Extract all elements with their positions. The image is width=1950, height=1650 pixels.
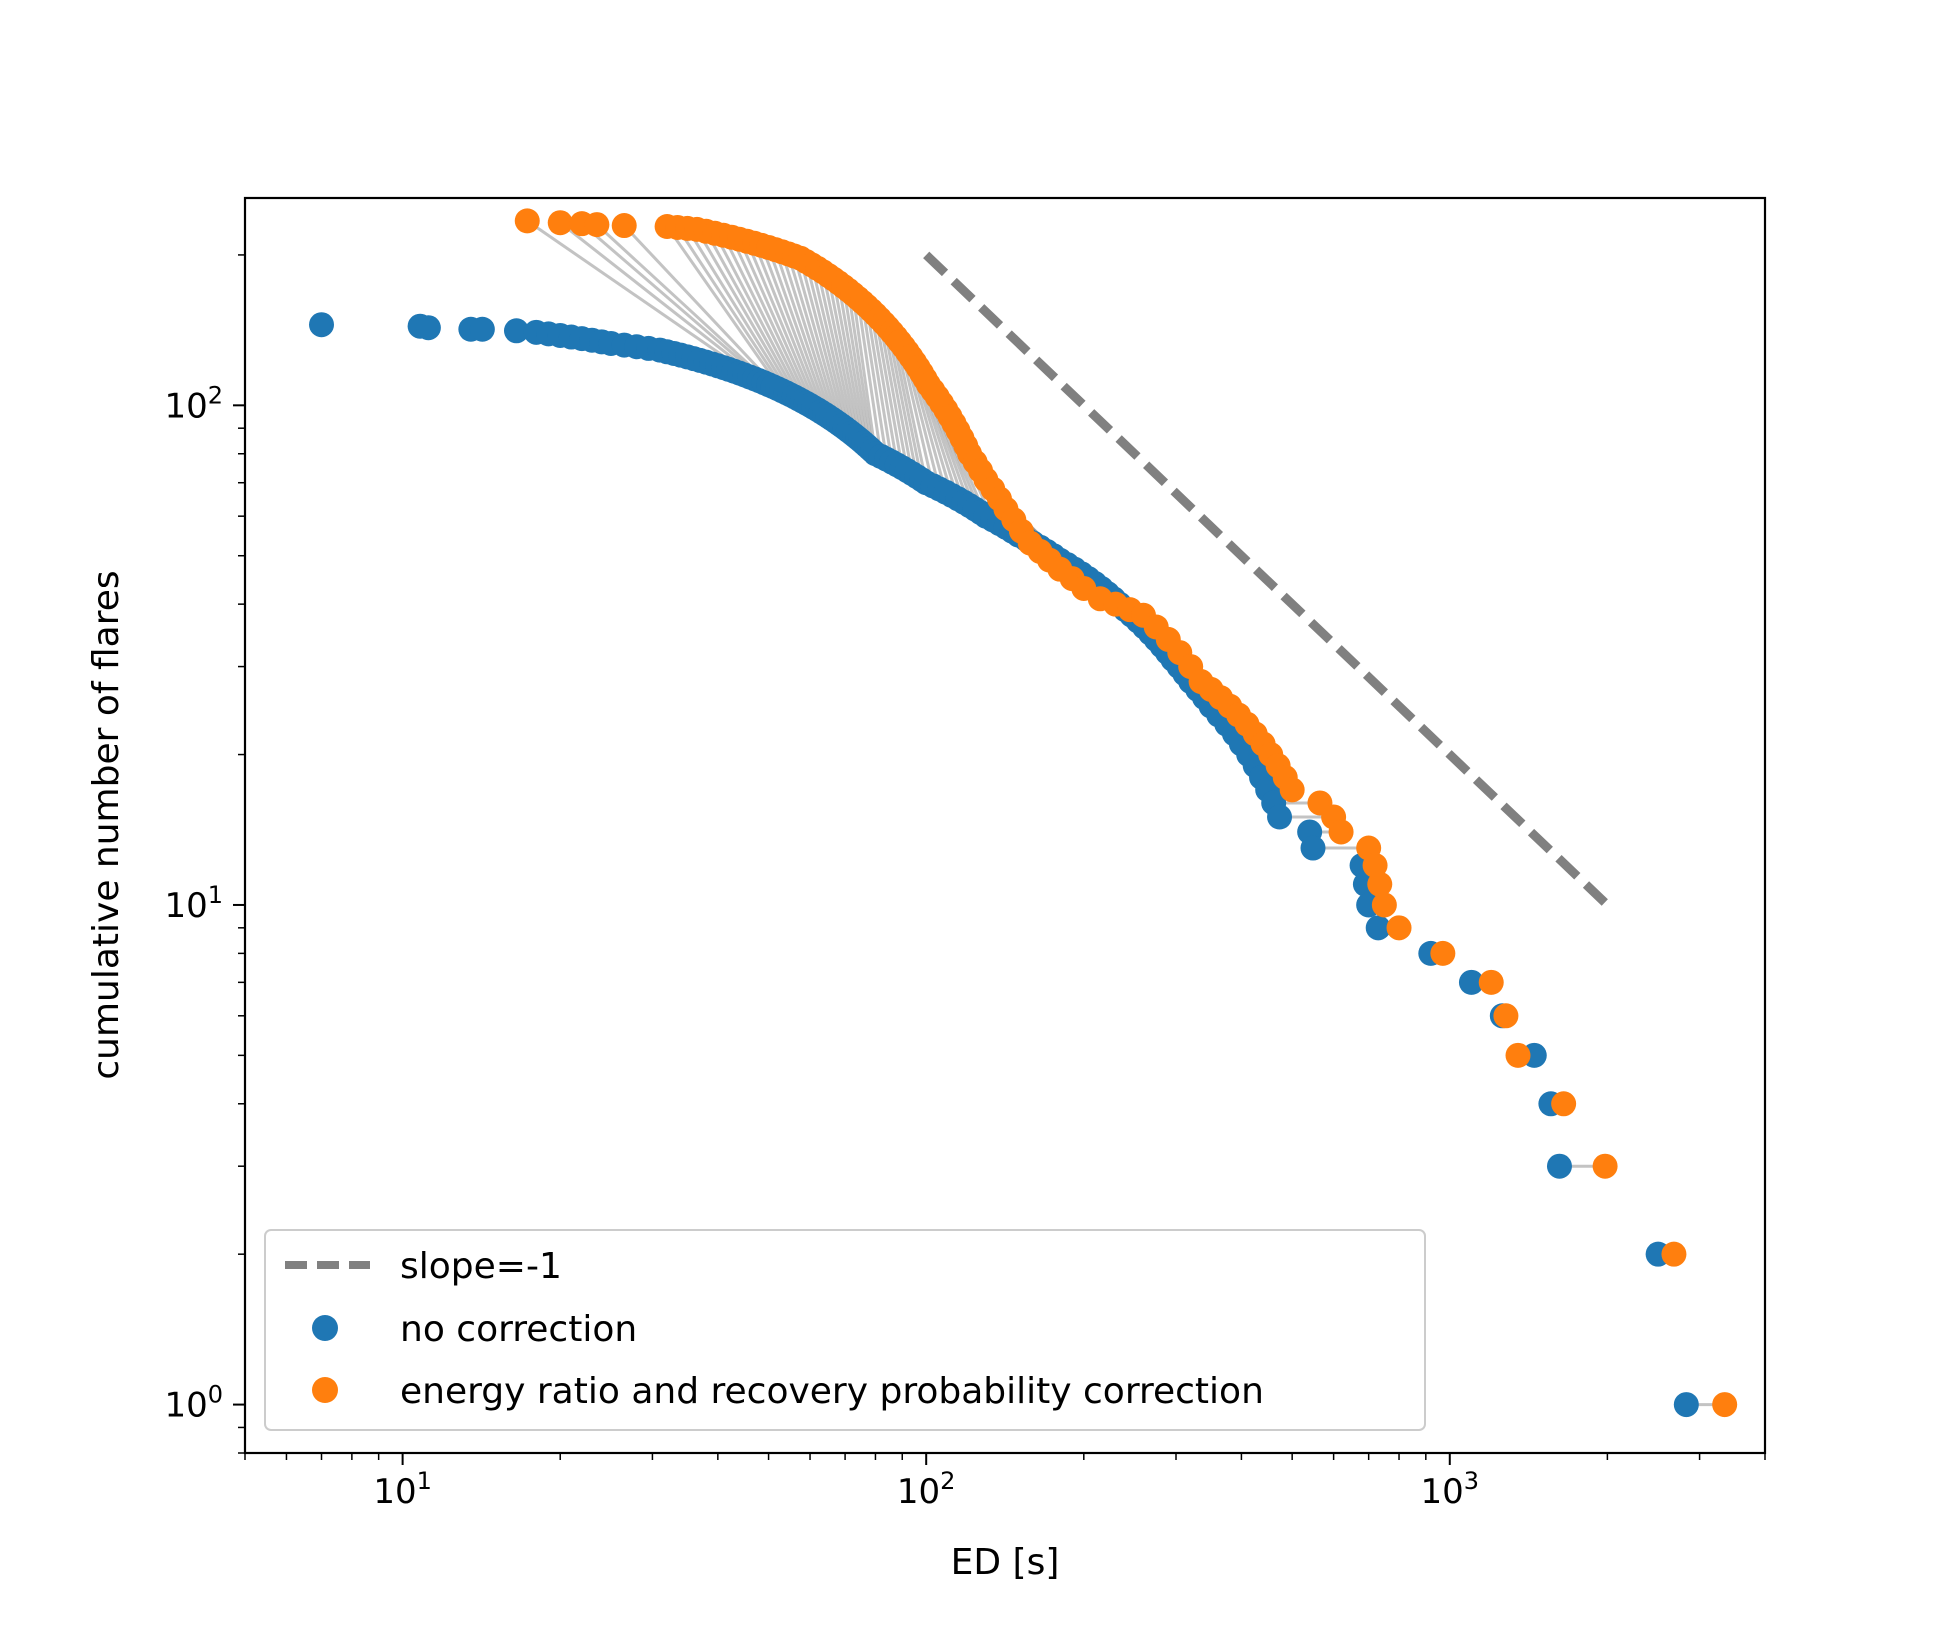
data-point: [1386, 915, 1412, 941]
series-1: [514, 208, 1738, 1418]
connector-line: [786, 253, 840, 424]
connector-line: [753, 242, 823, 413]
connector-line: [865, 305, 894, 463]
data-point: [503, 318, 529, 344]
data-point: [1279, 777, 1305, 803]
connector-line: [821, 271, 860, 439]
series-layer: [309, 208, 1738, 1418]
connector-line: [713, 232, 804, 402]
plot-frame: [243, 196, 1767, 1455]
data-point: [1478, 969, 1504, 995]
data-point: [1300, 835, 1326, 861]
data-point: [1362, 852, 1388, 878]
legend-label-slope: slope=-1: [400, 1246, 562, 1287]
data-point: [1430, 940, 1456, 966]
data-point: [309, 312, 335, 338]
data-point: [1371, 892, 1397, 918]
connector-line: [882, 322, 914, 474]
legend: slope=-1 no correction energy ratio and …: [264, 1229, 1426, 1431]
data-point: [1505, 1042, 1531, 1068]
connector-line: [860, 301, 889, 460]
connector-line: [873, 314, 904, 469]
data-point: [1328, 819, 1354, 845]
connector-line: [798, 257, 847, 429]
connector-line: [745, 240, 819, 411]
data-point: [415, 315, 441, 341]
data-point: [1546, 1153, 1572, 1179]
data-point: [1661, 1241, 1687, 1267]
legend-label-no-correction: no correction: [400, 1309, 637, 1350]
connector-line: [722, 234, 808, 404]
connector-line: [704, 230, 800, 400]
y-tick-label: 100: [164, 1381, 223, 1426]
data-point: [611, 213, 637, 239]
connector-line: [846, 289, 875, 452]
connector-line: [841, 286, 872, 449]
connector-line: [686, 227, 792, 396]
x-tick-label: 101: [373, 1467, 432, 1512]
connector-line: [665, 225, 784, 392]
legend-swatch-correction: [312, 1377, 338, 1403]
reference-line: [923, 251, 1611, 909]
data-point: [514, 208, 540, 234]
legend-label-correction: energy ratio and recovery probability co…: [400, 1371, 1264, 1412]
data-point: [1493, 1003, 1519, 1029]
legend-swatch-no-correction: [312, 1315, 338, 1341]
data-point: [1551, 1091, 1577, 1117]
connector-line: [695, 228, 796, 398]
connector-line: [595, 223, 775, 388]
data-point: [547, 210, 573, 236]
x-tick-label: 102: [897, 1467, 956, 1512]
x-tick-label: 103: [1421, 1467, 1480, 1512]
connector-line: [869, 309, 899, 466]
data-point: [1365, 915, 1391, 941]
connector-line: [760, 244, 827, 415]
y-axis: 100 101 102: [164, 254, 245, 1454]
connector-line: [559, 221, 765, 384]
connector-line: [804, 261, 850, 431]
connector-line: [623, 224, 779, 390]
x-axis-title: ED [s]: [951, 1542, 1060, 1583]
y-axis-title: cumulative number of flares: [86, 570, 127, 1079]
connector-line: [816, 268, 857, 436]
connector-line: [730, 236, 812, 406]
data-point: [1592, 1153, 1618, 1179]
data-point: [1367, 871, 1393, 897]
connector-line: [780, 251, 837, 422]
connector-line: [676, 226, 788, 394]
connector-line: [837, 282, 869, 447]
connector-line: [856, 297, 883, 457]
slope-reference-line: [923, 251, 1611, 909]
connector-line: [738, 238, 816, 409]
connector-line: [831, 278, 866, 444]
connector-line: [851, 293, 877, 454]
plot-area: [309, 208, 1738, 1418]
connector-line: [810, 264, 853, 434]
y-tick-label: 102: [164, 381, 223, 426]
connector-line: [792, 255, 844, 427]
connector-line: [767, 246, 830, 417]
data-point: [469, 316, 495, 342]
data-point: [584, 212, 610, 238]
legend-box: [264, 1229, 1426, 1431]
data-point: [1458, 969, 1484, 995]
connector-line: [878, 318, 909, 471]
connector-line: [773, 249, 834, 420]
connector-line: [826, 275, 863, 441]
data-point: [1673, 1392, 1699, 1418]
data-point: [1712, 1392, 1738, 1418]
y-tick-label: 101: [164, 881, 223, 926]
data-point: [1267, 804, 1293, 830]
x-axis: 101 102 103: [244, 1453, 1766, 1512]
connector-line: [580, 222, 770, 386]
